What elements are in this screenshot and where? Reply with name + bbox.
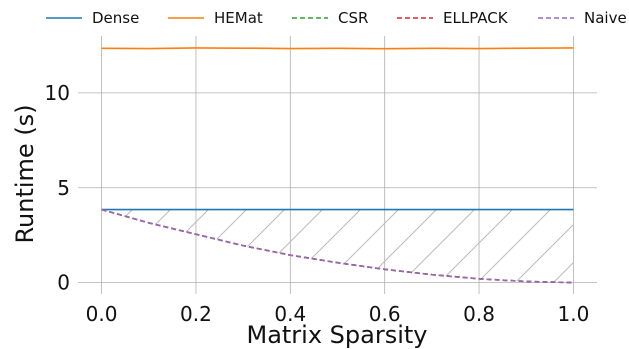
- grid: [78, 36, 597, 294]
- series-lines: [101, 47, 574, 284]
- shaded-area: [101, 209, 574, 283]
- series-line-hemat: [101, 47, 574, 50]
- x-tick-label: 0.6: [369, 302, 401, 326]
- x-tick-label: 1.0: [558, 302, 590, 326]
- x-tick-label: 0.4: [274, 302, 306, 326]
- x-axis-label: Matrix Sparsity: [246, 321, 427, 349]
- y-tick-label: 0: [57, 271, 70, 295]
- x-tick-label: 0.8: [463, 302, 495, 326]
- legend-label-naive: Naive: [584, 9, 627, 27]
- x-tick-labels: 0.0 0.2 0.4 0.6 0.8 1.0: [86, 302, 590, 326]
- legend-label-dense: Dense: [92, 9, 139, 27]
- y-tick-label: 10: [45, 81, 70, 105]
- y-tick-labels: 0 5 10: [45, 81, 70, 295]
- legend-label-ellpack: ELLPACK: [443, 9, 509, 27]
- legend-label-hemat: HEMat: [214, 9, 263, 27]
- y-axis-label: Runtime (s): [11, 104, 39, 243]
- shaded-region: [101, 209, 574, 283]
- legend: Dense HEMat CSR ELLPACK Naive: [46, 9, 627, 27]
- series-line-naive: [101, 208, 574, 284]
- x-tick-label: 0.0: [86, 302, 118, 326]
- legend-label-csr: CSR: [338, 9, 368, 27]
- y-tick-label: 5: [57, 176, 70, 200]
- x-tick-label: 0.2: [180, 302, 212, 326]
